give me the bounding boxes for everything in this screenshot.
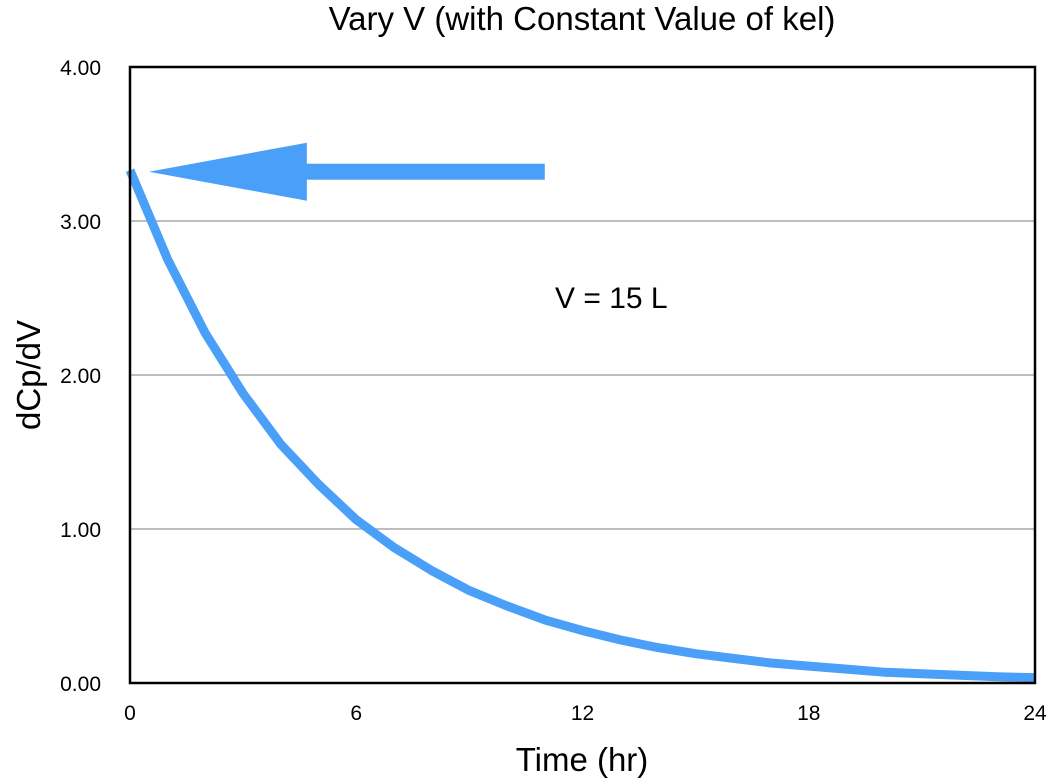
x-axis-label: Time (hr): [516, 741, 649, 778]
y-tick-label: 2.00: [60, 365, 101, 388]
annotation-v-label: V = 15 L: [555, 282, 668, 315]
y-tick-label: 3.00: [60, 211, 101, 234]
gridlines: [130, 220, 1035, 530]
y-axis-label: dCp/dV: [10, 320, 47, 430]
x-tick-label: 12: [571, 702, 594, 725]
x-tick-label: 18: [797, 702, 820, 725]
x-tick-labels: 0 6 12 18 24: [124, 702, 1047, 725]
x-tick-label: 0: [124, 702, 136, 725]
series-line-0: [125, 168, 1036, 683]
y-tick-label: 1.00: [60, 519, 101, 542]
y-tick-labels: 0.00 1.00 2.00 3.00 4.00: [60, 57, 101, 696]
arrow-shaft: [305, 163, 545, 180]
plot-frame: [128, 65, 1037, 685]
y-tick-label: 4.00: [60, 57, 101, 80]
x-tick-label: 6: [350, 702, 362, 725]
x-tick-label: 24: [1023, 702, 1047, 725]
annotation-arrow: [148, 142, 545, 201]
y-tick-label: 0.00: [60, 673, 101, 696]
chart-title: Vary V (with Constant Value of kel): [329, 0, 836, 37]
series-group: [125, 168, 1036, 683]
arrow-head-icon: [148, 142, 307, 201]
